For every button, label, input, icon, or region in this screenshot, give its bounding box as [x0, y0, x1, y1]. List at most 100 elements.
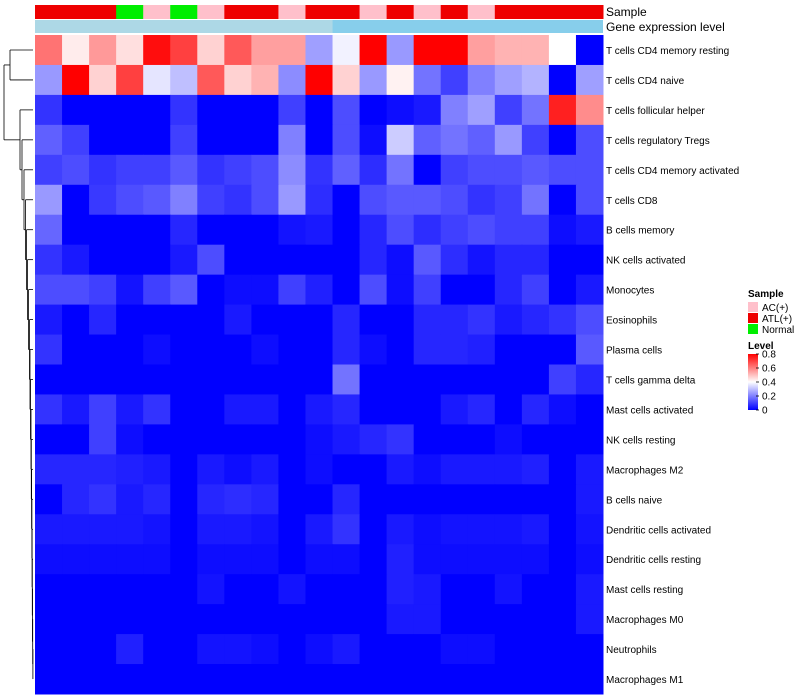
- heatmap-cell: [521, 364, 550, 395]
- heatmap-cell: [575, 514, 604, 545]
- heatmap-cell: [332, 484, 361, 515]
- heatmap-cell: [143, 304, 171, 336]
- heatmap-cell: [143, 35, 171, 66]
- heatmap-cell: [224, 574, 252, 605]
- heatmap-cell: [440, 124, 469, 156]
- heatmap-cell: [224, 274, 252, 306]
- sample-legend-swatch: [748, 324, 758, 334]
- heatmap-cell: [359, 154, 388, 186]
- level-tick-label: 0: [762, 406, 768, 417]
- heatmap-cell: [494, 544, 523, 575]
- heatmap-cell: [224, 334, 252, 365]
- heatmap-cell: [35, 604, 63, 635]
- heatmap-cell: [575, 544, 604, 575]
- heatmap-cell: [35, 394, 63, 425]
- heatmap-cell: [521, 454, 550, 485]
- heatmap-cell: [278, 274, 306, 306]
- heatmap-cell: [521, 64, 550, 96]
- heatmap-cell: [170, 64, 198, 96]
- heatmap-cell: [494, 184, 523, 216]
- heatmap-cell: [386, 35, 415, 66]
- heatmap-cell: [62, 214, 90, 246]
- sample-annotation-cell: [305, 5, 334, 19]
- level-annotation-label: Gene expression level: [606, 20, 725, 34]
- heatmap-cell: [305, 35, 334, 66]
- heatmap-cell: [251, 184, 279, 216]
- heatmap-cell: [197, 574, 225, 605]
- sample-legend-swatch: [748, 302, 758, 312]
- heatmap-cell: [35, 334, 63, 365]
- heatmap-cell: [548, 94, 577, 126]
- heatmap-cell: [305, 304, 334, 336]
- heatmap-cell: [143, 274, 171, 306]
- heatmap-cell: [278, 634, 306, 665]
- heatmap-cell: [359, 574, 388, 605]
- heatmap-cell: [62, 454, 90, 485]
- sample-annotation-cell: [278, 5, 306, 19]
- heatmap-cell: [494, 574, 523, 605]
- sample-annotation-cell: [467, 5, 496, 19]
- heatmap-cell: [359, 94, 388, 126]
- heatmap-cell: [251, 394, 279, 425]
- heatmap-cell: [467, 154, 496, 186]
- heatmap-cell: [521, 394, 550, 425]
- heatmap-cell: [251, 94, 279, 126]
- heatmap-cell: [413, 244, 442, 276]
- row-label: T cells CD4 memory activated: [606, 166, 739, 177]
- row-label: Macrophages M2: [606, 465, 684, 476]
- heatmap-cell: [116, 544, 144, 575]
- heatmap-cell: [494, 424, 523, 455]
- heatmap-cell: [305, 184, 334, 216]
- heatmap-cell: [35, 574, 63, 605]
- heatmap-cell: [89, 424, 117, 455]
- heatmap-cell: [386, 394, 415, 425]
- heatmap-cell: [386, 214, 415, 246]
- sample-legend-label: Normal: [762, 325, 794, 336]
- heatmap-cell: [305, 454, 334, 485]
- heatmap-cell: [197, 454, 225, 485]
- heatmap-cell: [386, 64, 415, 96]
- heatmap-cell: [467, 364, 496, 395]
- heatmap-cell: [197, 244, 225, 276]
- heatmap-cell: [521, 574, 550, 605]
- heatmap-cell: [359, 634, 388, 665]
- heatmap-cell: [440, 304, 469, 336]
- sample-annotation-cell: [170, 5, 198, 19]
- row-label: Macrophages M0: [606, 615, 684, 626]
- heatmap-cell: [197, 514, 225, 545]
- heatmap-cell: [170, 424, 198, 455]
- sample-annotation-cell: [62, 5, 90, 19]
- heatmap-cell: [467, 35, 496, 66]
- heatmap-cell: [197, 544, 225, 575]
- heatmap-cell: [494, 304, 523, 336]
- heatmap-cell: [143, 214, 171, 246]
- heatmap-cell: [251, 424, 279, 455]
- heatmap-cell: [35, 94, 63, 126]
- heatmap-cell: [413, 364, 442, 395]
- heatmap-cell: [494, 154, 523, 186]
- heatmap-cell: [170, 94, 198, 126]
- heatmap-cell: [251, 214, 279, 246]
- heatmap-cell: [440, 574, 469, 605]
- heatmap-cell: [197, 394, 225, 425]
- heatmap-cell: [413, 124, 442, 156]
- heatmap-cell: [494, 664, 523, 695]
- heatmap-cell: [575, 244, 604, 276]
- heatmap-cell: [332, 454, 361, 485]
- heatmap-cell: [386, 454, 415, 485]
- heatmap-cell: [197, 214, 225, 246]
- heatmap-cell: [548, 574, 577, 605]
- sample-annotation-label: Sample: [606, 5, 647, 19]
- heatmap-cell: [359, 514, 388, 545]
- sample-annotation-cell: [197, 5, 225, 19]
- heatmap-cell: [224, 64, 252, 96]
- heatmap-cell: [251, 35, 279, 66]
- heatmap-cell: [359, 664, 388, 695]
- sample-legend-title: Sample: [748, 289, 784, 300]
- heatmap-cell: [251, 274, 279, 306]
- heatmap-cell: [170, 244, 198, 276]
- heatmap-cell: [278, 304, 306, 336]
- heatmap-cell: [170, 664, 198, 695]
- level-legend-ticks: 0.8 0.6 0.4 0.2 0: [756, 350, 776, 417]
- heatmap-cell: [35, 304, 63, 336]
